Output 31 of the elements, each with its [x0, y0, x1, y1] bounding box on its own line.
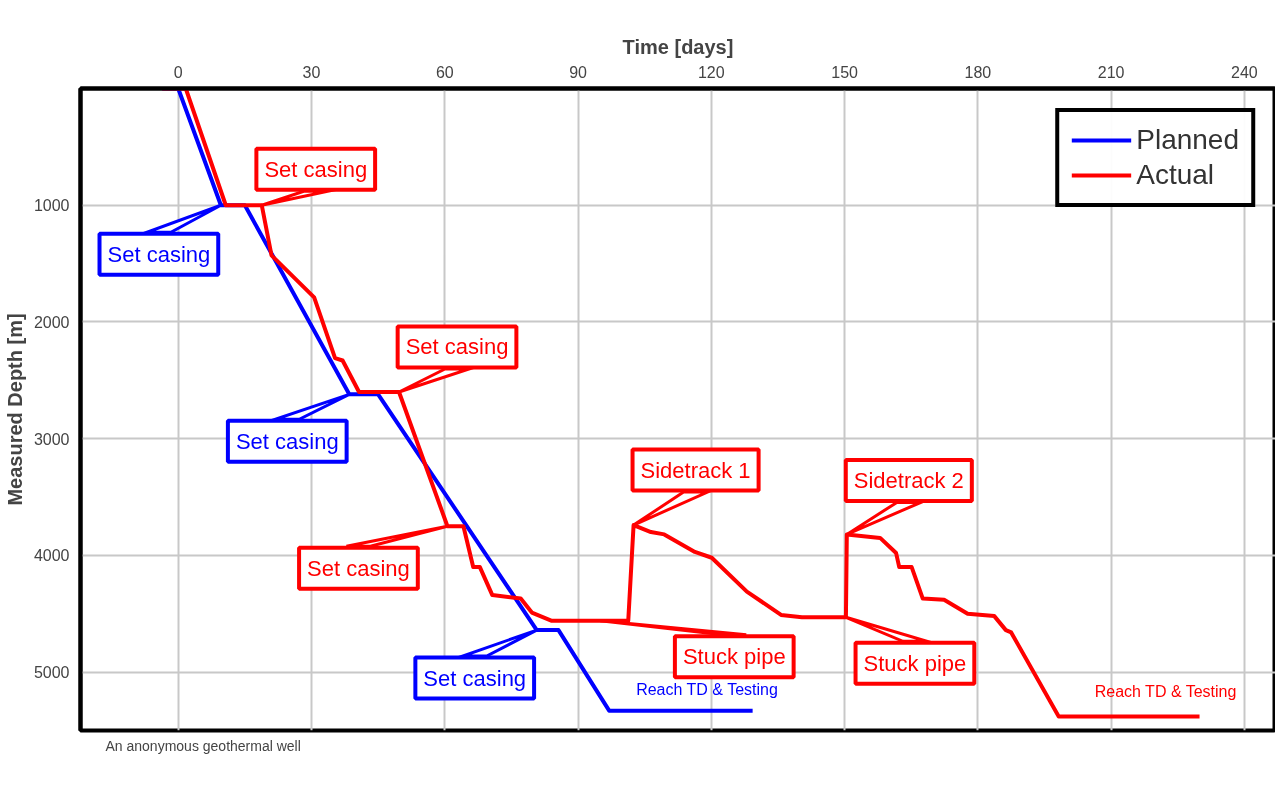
legend-label: Actual [1136, 159, 1215, 191]
y-axis-title: Measured Depth [m] [3, 313, 26, 506]
annotation: Sidetrack 2 [853, 467, 964, 493]
y-tick-label: 2000 [33, 313, 70, 331]
y-tick-label: 1000 [33, 197, 70, 215]
annotation: Set casing [405, 334, 509, 360]
annotation: Set casing [235, 428, 339, 454]
x-tick-label: 120 [697, 63, 725, 81]
annotation: Sidetrack 1 [640, 457, 751, 483]
x-tick-label: 210 [1097, 63, 1125, 81]
y-tick-label: 3000 [33, 430, 70, 448]
x-axis-title: Time [days] [622, 35, 734, 58]
annotation: Set casing [264, 156, 368, 182]
annotation: Set casing [307, 555, 410, 581]
x-tick-label: 180 [964, 63, 992, 81]
y-tick-label: 4000 [33, 547, 70, 565]
legend-label: Planned [1136, 124, 1239, 156]
x-tick-label: 90 [569, 63, 588, 81]
annotation: Set casing [423, 665, 527, 691]
x-tick-label: 60 [435, 63, 454, 81]
y-tick-label: 5000 [33, 664, 70, 682]
text: An anonymous geothermal well [105, 737, 301, 754]
x-tick-label: 240 [1231, 63, 1258, 81]
x-tick-label: 150 [831, 63, 859, 81]
annotation: Stuck pipe [682, 644, 786, 670]
annotation: Stuck pipe [863, 650, 967, 676]
annotation: Reach TD & Testing [636, 680, 778, 698]
x-tick-label: 0 [173, 63, 183, 81]
annotation: Reach TD & Testing [1094, 683, 1237, 701]
annotation: Set casing [107, 241, 211, 267]
x-tick-label: 30 [302, 63, 321, 81]
